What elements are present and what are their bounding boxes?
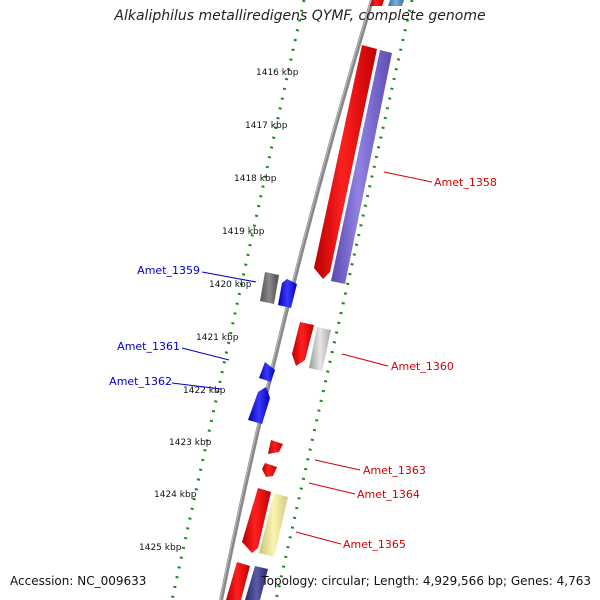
genome-backbone: [219, 0, 374, 600]
gene-label-amet-1364[interactable]: Amet_1364: [357, 488, 420, 501]
gene-feature-amet-1360[interactable]: [292, 322, 314, 366]
gene-feature-amet-1365[interactable]: [242, 488, 271, 553]
leader-line-amet-1360: [341, 353, 389, 367]
tick-label-1419: 1419 kbp: [222, 227, 265, 237]
gene-label-amet-1358[interactable]: Amet_1358: [434, 176, 497, 189]
tick-label-1418: 1418 kbp: [234, 174, 277, 184]
tick-label-1422: 1422 kbp: [183, 386, 226, 396]
gene-label-amet-1362[interactable]: Amet_1362: [109, 375, 172, 388]
genome-backbone-highlight: [219, 0, 372, 600]
gene-feature-amet-1360-gray[interactable]: [309, 327, 331, 371]
tick-label-1425: 1425 kbp: [139, 543, 182, 553]
genome-title: Alkaliphilus metalliredigens QYMF, compl…: [114, 8, 486, 24]
leader-line-amet-1362: [171, 382, 222, 390]
gene-feature-amet-1362[interactable]: [248, 387, 270, 424]
leader-line-amet-1361: [181, 347, 230, 361]
tick-label-1424: 1424 kbp: [154, 490, 197, 500]
gene-feature-amet-1358[interactable]: [314, 45, 377, 279]
gene-features: [226, 0, 404, 600]
inner-tick-track: [170, 0, 306, 600]
gene-feature-amet-1363[interactable]: [268, 440, 283, 454]
gene-feature-top-steel[interactable]: [388, 0, 404, 6]
leader-line-amet-1365: [295, 531, 342, 545]
gene-label-amet-1365[interactable]: Amet_1365: [343, 538, 406, 551]
gene-label-amet-1361[interactable]: Amet_1361: [117, 340, 180, 353]
tick-label-1420: 1420 kbp: [209, 280, 252, 290]
gene-feature-bottom-red[interactable]: [226, 562, 250, 600]
gene-feature-top-red[interactable]: [370, 0, 384, 6]
tick-label-1417: 1417 kbp: [245, 121, 288, 131]
leader-line-amet-1364: [308, 482, 356, 495]
tick-label-1421: 1421 kbp: [196, 333, 239, 343]
tick-label-1416: 1416 kbp: [256, 68, 299, 78]
gene-feature-bottom-navy[interactable]: [245, 566, 268, 600]
tick-label-1423: 1423 kbp: [169, 438, 212, 448]
gene-feature-amet-1364[interactable]: [262, 463, 277, 477]
gene-label-amet-1359[interactable]: Amet_1359: [137, 264, 200, 277]
gene-feature-amet-1361[interactable]: [259, 362, 275, 382]
gene-label-amet-1363[interactable]: Amet_1363: [363, 464, 426, 477]
gene-feature-amet-1358-purple[interactable]: [331, 50, 392, 284]
leader-line-amet-1358: [383, 171, 433, 183]
leader-line-amet-1359: [201, 271, 257, 283]
kbp-tick-labels: 1416 kbp 1417 kbp 1418 kbp 1419 kbp 1420…: [139, 68, 299, 553]
gene-label-amet-1360[interactable]: Amet_1360: [391, 360, 454, 373]
label-leader-lines: [171, 171, 433, 545]
gene-feature-amet-1359[interactable]: [278, 279, 297, 308]
gene-feature-amet-1365-yellow[interactable]: [259, 493, 288, 557]
accession-text: Accession: NC_009633: [10, 574, 147, 588]
gene-feature-gray-1359[interactable]: [260, 272, 279, 304]
leader-line-amet-1363: [314, 459, 361, 471]
gene-labels: Amet_1358 Amet_1359 Amet_1360 Amet_1361 …: [109, 176, 497, 551]
genome-stats-text: Topology: circular; Length: 4,929,566 bp…: [261, 574, 591, 588]
